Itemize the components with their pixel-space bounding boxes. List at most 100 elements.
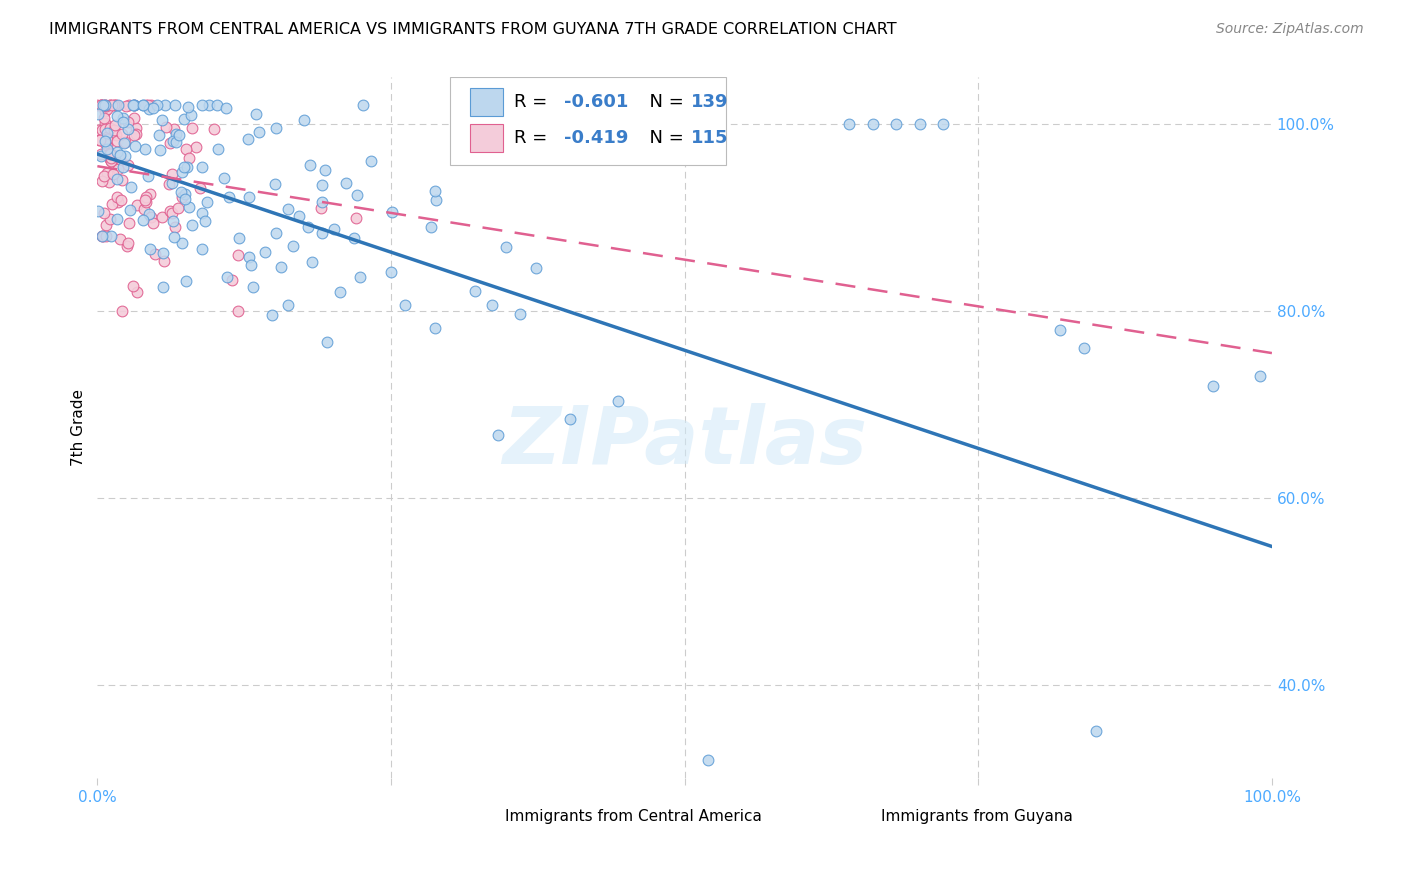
- Point: [117, 157, 139, 171]
- Point: [481, 298, 503, 312]
- Point: [172, 236, 194, 251]
- Point: [198, 98, 221, 112]
- Text: Immigrants from Guyana: Immigrants from Guyana: [880, 809, 1073, 824]
- Point: [94, 98, 117, 112]
- Point: [177, 100, 200, 114]
- Point: [152, 254, 174, 268]
- Point: [101, 167, 124, 181]
- FancyBboxPatch shape: [470, 124, 502, 153]
- Point: [94, 229, 117, 244]
- Point: [114, 149, 136, 163]
- Point: [150, 113, 173, 128]
- Point: [215, 270, 238, 285]
- Point: [112, 160, 135, 174]
- Point: [165, 135, 187, 149]
- Point: [176, 160, 198, 174]
- Point: [190, 98, 212, 112]
- Point: [162, 214, 184, 228]
- Point: [96, 142, 118, 156]
- Point: [97, 175, 120, 189]
- Point: [94, 219, 117, 233]
- Point: [90, 149, 112, 163]
- Point: [524, 261, 547, 276]
- Point: [173, 160, 195, 174]
- Point: [360, 153, 382, 168]
- Point: [226, 248, 249, 262]
- Point: [96, 132, 118, 146]
- Point: [162, 206, 184, 220]
- Point: [381, 204, 404, 219]
- Point: [139, 187, 162, 202]
- Point: [87, 133, 110, 147]
- Point: [108, 147, 131, 161]
- Point: [96, 125, 118, 139]
- Point: [228, 231, 250, 245]
- Point: [89, 133, 111, 147]
- Point: [425, 194, 447, 208]
- Point: [177, 151, 200, 165]
- Point: [281, 239, 304, 253]
- Point: [122, 128, 145, 142]
- Point: [111, 128, 134, 142]
- Point: [335, 176, 357, 190]
- Point: [343, 230, 366, 244]
- Point: [607, 393, 630, 408]
- Point: [118, 217, 141, 231]
- Point: [91, 229, 114, 244]
- Point: [148, 128, 170, 142]
- Point: [112, 114, 135, 128]
- Point: [87, 107, 110, 121]
- Point: [266, 226, 288, 240]
- Point: [98, 153, 121, 167]
- Point: [105, 128, 128, 142]
- Text: R =: R =: [515, 93, 554, 111]
- Point: [94, 104, 117, 119]
- Point: [247, 125, 270, 139]
- Point: [91, 98, 114, 112]
- Point: [277, 298, 299, 312]
- Point: [107, 194, 129, 209]
- Point: [136, 169, 159, 183]
- Text: Immigrants from Central America: Immigrants from Central America: [505, 809, 762, 824]
- Point: [100, 154, 122, 169]
- Point: [142, 102, 165, 116]
- Point: [138, 207, 160, 221]
- Text: 115: 115: [690, 129, 728, 147]
- Point: [193, 214, 215, 228]
- Point: [90, 98, 112, 112]
- Point: [150, 210, 173, 224]
- Point: [122, 98, 145, 112]
- Point: [215, 101, 238, 115]
- Point: [90, 174, 112, 188]
- Point: [105, 98, 128, 112]
- Point: [108, 153, 131, 167]
- Point: [1084, 724, 1107, 739]
- Point: [91, 229, 114, 244]
- Point: [112, 136, 135, 150]
- Point: [159, 203, 181, 218]
- Point: [191, 206, 214, 220]
- Point: [394, 298, 416, 312]
- Point: [93, 206, 115, 220]
- Point: [104, 118, 127, 132]
- Point: [349, 270, 371, 285]
- Point: [117, 235, 139, 250]
- Point: [117, 121, 139, 136]
- Point: [558, 412, 581, 426]
- Point: [122, 98, 145, 112]
- Point: [425, 321, 447, 335]
- Point: [131, 98, 153, 112]
- Point: [380, 265, 402, 279]
- Point: [159, 136, 181, 150]
- Point: [314, 163, 336, 178]
- Point: [93, 111, 115, 125]
- Point: [195, 194, 218, 209]
- Point: [121, 279, 143, 293]
- Point: [1202, 378, 1225, 392]
- Text: -0.419: -0.419: [564, 129, 628, 147]
- Point: [311, 226, 333, 240]
- Point: [207, 142, 229, 156]
- Point: [1049, 323, 1071, 337]
- Point: [322, 221, 344, 235]
- Point: [157, 177, 180, 191]
